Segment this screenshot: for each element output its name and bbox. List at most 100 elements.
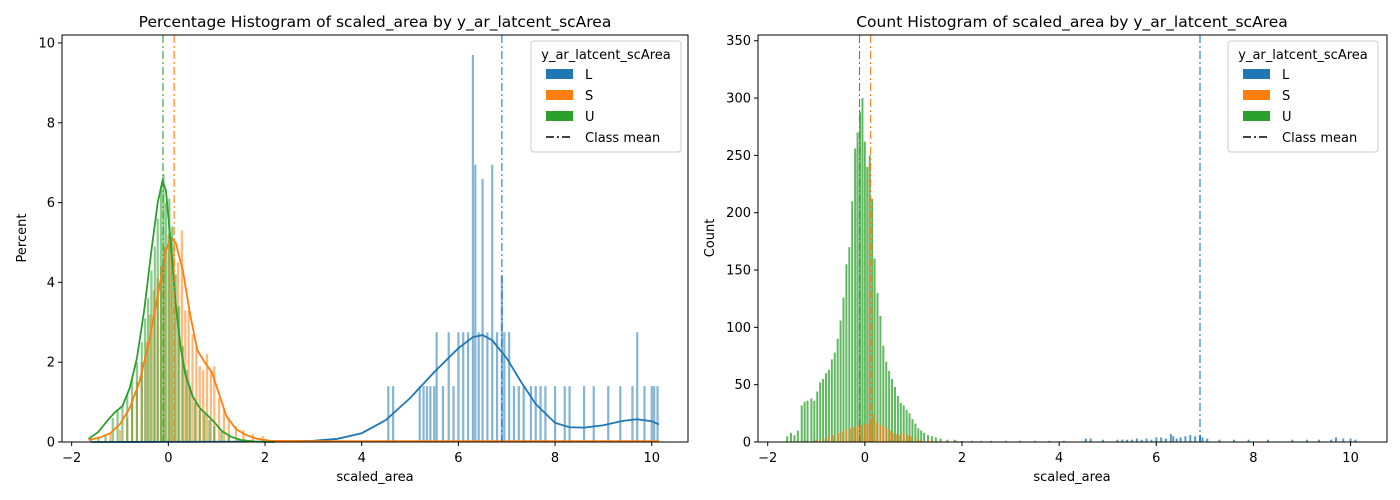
right-bar-u xyxy=(930,436,933,442)
right-x-tick-label: 6 xyxy=(1152,451,1160,466)
right-bar-l xyxy=(1004,440,1007,442)
right-y-tick-label: 300 xyxy=(726,92,751,107)
left-bar-l xyxy=(477,332,480,442)
right-bar-s xyxy=(837,432,840,442)
right-x-tick-label: 4 xyxy=(1055,451,1063,466)
left-bar-u xyxy=(177,306,181,442)
right-bar-u xyxy=(961,440,963,442)
left-bar-s xyxy=(227,418,230,442)
right-bar-s xyxy=(876,422,878,442)
left-bar-l xyxy=(481,178,484,442)
right-bar-s xyxy=(919,439,922,442)
right-y-tick-label: 200 xyxy=(726,206,751,221)
left-axis-ticks: −2 0 2 4 6 8 10 0 2 4 6 8 10 xyxy=(38,36,660,466)
right-bar-u xyxy=(896,396,899,442)
right-x-tick-label: 10 xyxy=(1342,451,1359,466)
right-bar-s xyxy=(815,439,818,442)
right-bar-u xyxy=(905,409,908,442)
left-bar-u xyxy=(168,198,171,442)
left-bar-s xyxy=(195,346,198,442)
left-bar-u xyxy=(146,298,150,442)
right-bar-u xyxy=(927,435,929,442)
right-bar-s xyxy=(879,424,882,442)
right-legend-title: y_ar_latcent_scArea xyxy=(1238,48,1368,63)
right-bar-s xyxy=(856,425,859,442)
right-bar-l xyxy=(1206,438,1209,442)
right-histogram-marks xyxy=(786,35,1357,442)
right-chart-title: Count Histogram of scaled_area by y_ar_l… xyxy=(856,13,1288,32)
right-bar-l xyxy=(1305,439,1308,442)
right-bar-u xyxy=(917,428,920,442)
right-bar-s xyxy=(889,430,892,442)
left-bar-u xyxy=(227,436,230,442)
right-bar-u xyxy=(861,98,864,442)
left-bar-l xyxy=(452,386,455,442)
left-bar-l xyxy=(607,386,610,442)
right-bar-u xyxy=(876,292,879,442)
right-y-tick-label: 0 xyxy=(743,436,751,451)
right-bar-s xyxy=(885,428,888,442)
right-bar-u xyxy=(914,423,917,442)
right-bar-s xyxy=(906,435,909,442)
left-bar-s xyxy=(213,366,216,442)
right-bar-u xyxy=(970,440,973,442)
left-legend-swatch-u xyxy=(546,111,573,121)
right-bar-s xyxy=(849,428,852,442)
left-chart-title: Percentage Histogram of scaled_area by y… xyxy=(139,13,612,32)
right-bar-l xyxy=(1048,440,1051,442)
right-bar-u xyxy=(839,320,842,442)
right-y-tick-label: 350 xyxy=(726,34,751,49)
left-bar-u xyxy=(135,362,139,442)
right-bar-l xyxy=(1121,439,1124,442)
right-y-axis-label: Count xyxy=(703,219,718,258)
right-bar-u xyxy=(830,359,833,442)
right-bar-l xyxy=(1084,438,1087,442)
left-bar-l xyxy=(447,332,450,442)
right-bar-u xyxy=(920,430,923,442)
right-y-tick-label: 100 xyxy=(726,321,751,336)
left-bar-l xyxy=(582,386,586,442)
left-panel: −2 0 2 4 6 8 10 0 2 4 6 8 10 Percentage Histogram of… xyxy=(15,13,689,485)
left-bar-s xyxy=(209,370,212,442)
right-bar-u xyxy=(803,401,806,442)
left-bar-u xyxy=(213,426,216,442)
right-bar-l xyxy=(1116,439,1119,442)
left-y-tick-label: 10 xyxy=(38,36,55,51)
right-x-tick-label: 8 xyxy=(1249,451,1257,466)
left-y-tick-label: 6 xyxy=(47,196,55,211)
left-bar-u xyxy=(171,226,174,442)
left-legend-swatch-l xyxy=(546,69,573,79)
right-bar-u xyxy=(871,198,874,442)
right-bar-l xyxy=(1160,437,1163,442)
left-bar-s xyxy=(145,342,148,442)
left-bar-l xyxy=(387,386,390,442)
right-bar-l xyxy=(1267,439,1269,442)
left-bar-l xyxy=(457,332,460,442)
right-bar-l xyxy=(1179,437,1182,442)
left-bar-u xyxy=(164,202,168,442)
left-bar-l xyxy=(534,386,537,442)
left-axes-frame xyxy=(61,34,689,443)
right-bar-l xyxy=(1126,439,1129,442)
right-bar-u xyxy=(819,382,822,442)
right-bar-u xyxy=(851,201,854,442)
right-bar-l xyxy=(1201,437,1204,442)
right-bar-u xyxy=(836,338,839,442)
left-bar-l xyxy=(529,386,532,442)
right-bar-l xyxy=(1194,436,1197,442)
left-bar-l xyxy=(429,386,432,442)
left-bar-u xyxy=(140,342,143,442)
right-bar-u xyxy=(885,361,888,442)
left-bar-u xyxy=(174,274,177,442)
left-bar-s xyxy=(198,366,201,442)
left-bar-l xyxy=(512,386,516,442)
left-bar-s xyxy=(222,408,226,442)
left-bar-u xyxy=(203,414,206,442)
right-bar-l xyxy=(1291,439,1294,442)
left-legend-label-class-mean: Class mean xyxy=(585,131,660,146)
left-bar-u xyxy=(104,434,107,442)
right-bar-s xyxy=(863,423,866,442)
left-bar-s xyxy=(109,434,112,442)
right-bar-l xyxy=(1101,439,1104,442)
